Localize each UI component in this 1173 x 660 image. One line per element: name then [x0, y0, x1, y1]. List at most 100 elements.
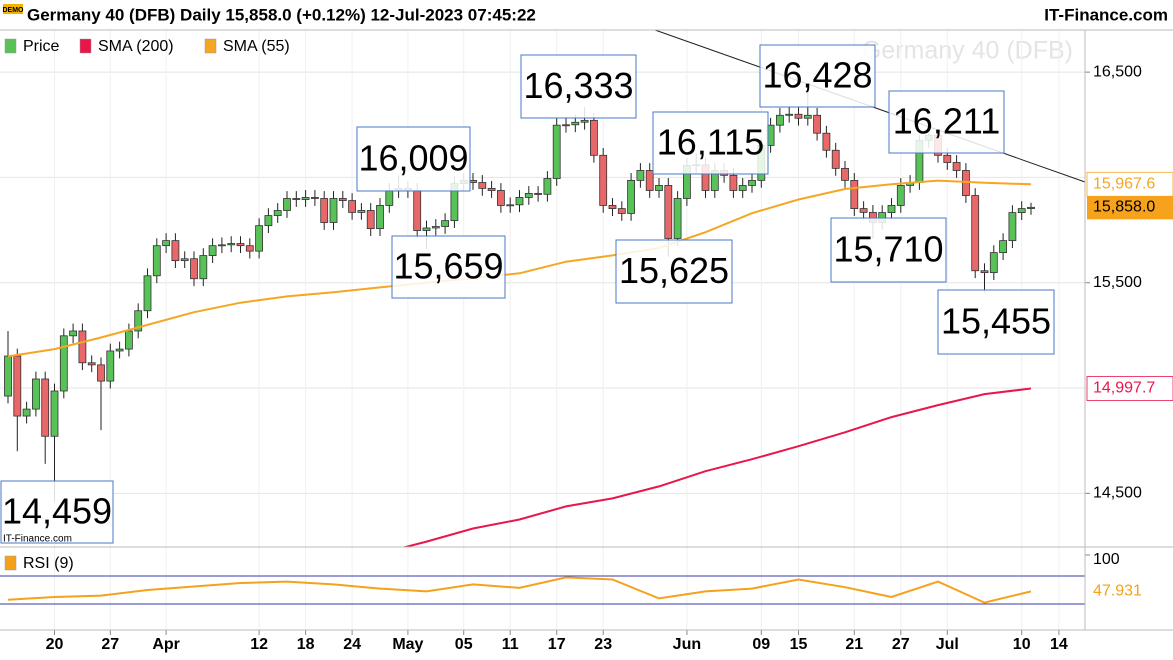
legend-label: SMA (200) — [98, 38, 174, 55]
x-tick-label: 23 — [594, 636, 612, 653]
x-tick-label: Apr — [152, 636, 180, 653]
candle-body — [32, 378, 40, 410]
line-series — [7, 179, 1032, 358]
candle-body — [283, 198, 291, 211]
x-tick-label: 14 — [1050, 636, 1068, 653]
annotation-box — [520, 54, 637, 119]
candle-body — [841, 167, 849, 181]
line-series — [401, 387, 1032, 547]
legend-label: Price — [23, 38, 60, 55]
candle-body — [590, 119, 598, 156]
legend-label: RSI (9) — [23, 555, 74, 572]
candle-body — [357, 210, 366, 213]
badge: DEMO — [3, 7, 25, 14]
candle-body — [273, 210, 282, 216]
x-tick-label: 10 — [1013, 636, 1031, 653]
annotation-label: 16,115 — [657, 122, 764, 163]
candle-body — [608, 205, 617, 209]
legend-swatch — [79, 38, 92, 54]
y-tick-label: 15,500 — [1093, 274, 1142, 291]
candle-body — [738, 185, 747, 191]
annotation-box — [391, 235, 506, 299]
title: Germany 40 (DFB) Daily 15,858.0 (+0.12%)… — [27, 5, 536, 24]
candle-body — [989, 252, 998, 274]
candle-body — [143, 275, 152, 312]
annotation-label: 16,428 — [762, 55, 872, 96]
candle-body — [962, 170, 970, 196]
last-value-box — [1086, 171, 1173, 197]
x-tick-label: 21 — [845, 636, 863, 653]
last-value-box — [1086, 376, 1173, 401]
candle-body — [943, 154, 952, 163]
annotation-label: 16,211 — [893, 101, 1000, 142]
last-value-label: 14,997.7 — [1093, 380, 1155, 397]
annotation-label: 15,710 — [833, 229, 943, 270]
candle-body — [4, 355, 12, 397]
candle-body — [636, 170, 645, 181]
candle-body — [980, 270, 989, 274]
site: IT-Finance.com — [1044, 5, 1168, 24]
x-tick-label: Jun — [673, 636, 701, 653]
candle-body — [785, 113, 794, 116]
candle-body — [227, 243, 236, 246]
legend-swatch — [4, 38, 17, 54]
annotation-box — [652, 111, 769, 175]
axes: 14,500 15,500 16,500 20 27 Apr 12 18 24 May 05 11 17… — [4, 38, 1173, 653]
candle-body — [543, 178, 552, 195]
x-tick-label: 09 — [752, 636, 770, 653]
candle-body — [180, 258, 189, 262]
candle-body — [413, 190, 422, 231]
candle-body — [831, 149, 840, 169]
annotation-label: 14,459 — [2, 491, 112, 532]
annotation-label: 15,455 — [941, 301, 1051, 342]
candle-body — [506, 204, 515, 207]
candle-body — [952, 162, 961, 171]
candle-body — [617, 208, 626, 214]
x-tick-label: 05 — [455, 636, 473, 653]
last-value-label: 15,858.0 — [1093, 199, 1155, 216]
candle-body — [245, 245, 254, 252]
y-tick-label: 16,500 — [1093, 63, 1142, 80]
candle-body — [422, 227, 431, 231]
candle-body — [292, 198, 301, 200]
x-tick-label: 18 — [297, 636, 315, 653]
candle-body — [208, 245, 217, 256]
last-value-label: 15,967.6 — [1093, 175, 1155, 192]
candle-body — [673, 198, 682, 239]
annotation-box — [356, 126, 471, 192]
candle-body — [487, 187, 496, 191]
annotation-box — [759, 44, 876, 108]
candle-body — [152, 245, 161, 277]
candle-body — [441, 220, 450, 227]
candle-body — [664, 185, 673, 239]
x-tick-label: Jul — [936, 636, 959, 653]
candle-body — [115, 348, 124, 352]
candle-body — [13, 355, 22, 417]
annotation-label: 16,333 — [523, 65, 633, 106]
candle-body — [310, 197, 319, 199]
x-tick-label: 20 — [46, 636, 64, 653]
candle-body — [1008, 212, 1017, 242]
line-series — [7, 576, 1032, 604]
rsi-plot — [0, 575, 1085, 605]
annotation-label: 16,009 — [358, 138, 468, 179]
candle-body — [255, 225, 264, 252]
candle-body — [729, 174, 738, 191]
candle-body — [887, 205, 896, 214]
candle-body — [50, 390, 59, 437]
candle-body — [515, 197, 524, 206]
candle-body — [850, 179, 859, 209]
candle-body — [385, 190, 394, 206]
candle-body — [366, 210, 375, 230]
x-tick-label: 15 — [790, 636, 808, 653]
annotation-box — [0, 480, 114, 544]
candle-body — [627, 179, 635, 214]
annotation-box — [615, 239, 733, 304]
candle-body — [803, 114, 812, 119]
last-value-box — [1087, 195, 1173, 220]
candle-body — [264, 215, 273, 227]
candle-body — [1017, 208, 1026, 214]
candle-body — [162, 240, 171, 247]
candle-body — [655, 185, 663, 191]
